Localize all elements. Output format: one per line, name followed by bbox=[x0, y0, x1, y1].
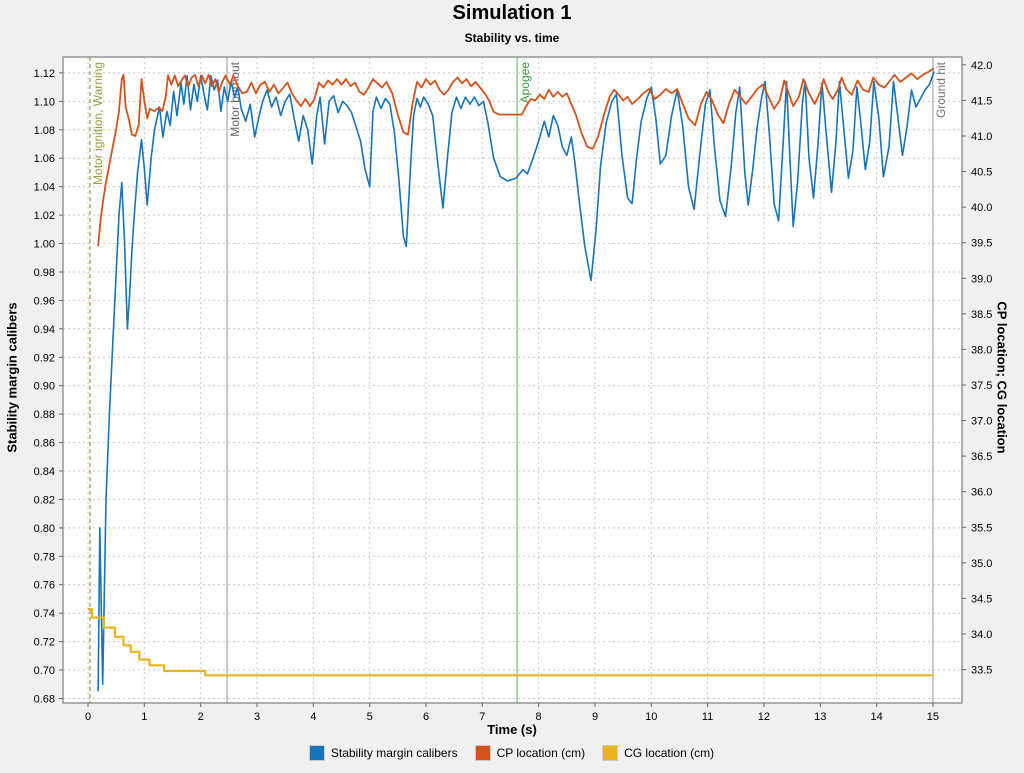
svg-text:0.98: 0.98 bbox=[34, 267, 55, 279]
svg-text:0.72: 0.72 bbox=[34, 637, 55, 649]
svg-text:1.12: 1.12 bbox=[34, 68, 55, 80]
svg-text:0.74: 0.74 bbox=[34, 608, 55, 620]
event-label-2: Apogee bbox=[518, 62, 532, 104]
legend-label-stability: Stability margin calibers bbox=[330, 746, 458, 760]
series-2 bbox=[88, 608, 933, 677]
series-1 bbox=[97, 67, 935, 247]
svg-text:0.88: 0.88 bbox=[34, 409, 55, 421]
svg-text:2: 2 bbox=[198, 711, 204, 723]
svg-text:0.92: 0.92 bbox=[34, 352, 55, 364]
svg-text:0.90: 0.90 bbox=[34, 381, 55, 393]
svg-text:34.5: 34.5 bbox=[971, 593, 992, 605]
svg-text:38.5: 38.5 bbox=[971, 309, 992, 321]
svg-text:0.84: 0.84 bbox=[34, 466, 55, 478]
event-label-0: Motor ignition, Warning bbox=[91, 62, 105, 185]
x-axis-title: Time (s) bbox=[487, 722, 537, 737]
y-right-tick-labels: 33.5 34.0 34.5 35.0 35.5 36.0 36.5 37.0 37.5 38.0… bbox=[971, 60, 992, 677]
x-tick-labels: 0 1 2 3 4 5 6 7 8 9 10 11 12 13 14 15 bbox=[85, 711, 939, 723]
svg-text:39.0: 39.0 bbox=[971, 273, 992, 285]
svg-text:9: 9 bbox=[592, 711, 598, 723]
plot-background bbox=[63, 57, 962, 703]
legend: Stability margin calibers CP location (c… bbox=[0, 745, 1024, 761]
svg-text:3: 3 bbox=[254, 711, 260, 723]
svg-text:14: 14 bbox=[870, 711, 882, 723]
svg-text:1.02: 1.02 bbox=[34, 210, 55, 222]
svg-text:38.0: 38.0 bbox=[971, 344, 992, 356]
svg-text:0.96: 0.96 bbox=[34, 295, 55, 307]
svg-text:11: 11 bbox=[702, 711, 713, 723]
plot-border bbox=[62, 56, 963, 704]
svg-text:37.5: 37.5 bbox=[971, 380, 992, 392]
series-0 bbox=[97, 71, 935, 692]
svg-text:7: 7 bbox=[479, 711, 485, 723]
svg-text:15: 15 bbox=[927, 711, 939, 723]
svg-text:42.0: 42.0 bbox=[971, 60, 992, 72]
legend-entry-cg: CG location (cm) bbox=[602, 745, 715, 761]
svg-text:0.94: 0.94 bbox=[34, 324, 55, 336]
svg-text:41.5: 41.5 bbox=[971, 95, 992, 107]
svg-text:1.06: 1.06 bbox=[34, 153, 55, 165]
y-left-tick-labels: 0.68 0.70 0.72 0.74 0.76 0.78 0.80 0.82 0.84 0.86… bbox=[34, 68, 55, 706]
svg-text:6: 6 bbox=[423, 711, 429, 723]
svg-text:40.0: 40.0 bbox=[971, 202, 992, 214]
svg-text:4: 4 bbox=[310, 711, 316, 723]
legend-swatch-cg bbox=[602, 745, 619, 761]
svg-text:40.5: 40.5 bbox=[971, 167, 992, 179]
legend-label-cp: CP location (cm) bbox=[496, 746, 586, 760]
svg-text:0.68: 0.68 bbox=[34, 694, 55, 706]
svg-text:36.0: 36.0 bbox=[971, 487, 992, 499]
legend-entry-cp: CP location (cm) bbox=[474, 745, 586, 761]
chart-title: Simulation 1 bbox=[452, 2, 572, 24]
svg-text:5: 5 bbox=[367, 711, 373, 723]
legend-swatch-stability bbox=[308, 745, 325, 761]
legend-entry-stability: Stability margin calibers bbox=[308, 745, 458, 761]
svg-text:36.5: 36.5 bbox=[971, 451, 992, 463]
svg-text:0.78: 0.78 bbox=[34, 551, 55, 563]
legend-swatch-cp bbox=[474, 745, 491, 761]
svg-text:1.08: 1.08 bbox=[34, 125, 55, 137]
event-label-3: Ground hit bbox=[934, 61, 948, 118]
svg-text:1.04: 1.04 bbox=[34, 182, 55, 194]
svg-text:0.80: 0.80 bbox=[34, 523, 55, 535]
svg-text:13: 13 bbox=[814, 711, 826, 723]
svg-text:1.10: 1.10 bbox=[34, 96, 55, 108]
svg-text:35.0: 35.0 bbox=[971, 558, 992, 570]
svg-text:35.5: 35.5 bbox=[971, 522, 992, 534]
svg-text:10: 10 bbox=[645, 711, 657, 723]
svg-text:1: 1 bbox=[141, 711, 147, 723]
svg-text:1.00: 1.00 bbox=[34, 239, 55, 251]
svg-text:12: 12 bbox=[758, 711, 770, 723]
legend-label-cg: CG location (cm) bbox=[624, 746, 715, 760]
svg-text:34.0: 34.0 bbox=[971, 629, 992, 641]
svg-text:0.76: 0.76 bbox=[34, 580, 55, 592]
svg-text:33.5: 33.5 bbox=[971, 665, 992, 677]
svg-text:0.70: 0.70 bbox=[34, 665, 55, 677]
svg-text:0.86: 0.86 bbox=[34, 438, 55, 450]
svg-text:41.0: 41.0 bbox=[971, 131, 992, 143]
svg-text:37.0: 37.0 bbox=[971, 416, 992, 428]
axis-ticks bbox=[59, 64, 966, 707]
y-axis-left-title: Stability margin calibers bbox=[4, 302, 20, 453]
chart-subtitle: Stability vs. time bbox=[464, 31, 560, 45]
y-axis-right-title: CP location; CG location bbox=[994, 301, 1010, 454]
svg-text:39.5: 39.5 bbox=[971, 238, 992, 250]
svg-text:0.82: 0.82 bbox=[34, 494, 55, 506]
svg-text:0: 0 bbox=[85, 711, 91, 723]
svg-text:8: 8 bbox=[536, 711, 542, 723]
